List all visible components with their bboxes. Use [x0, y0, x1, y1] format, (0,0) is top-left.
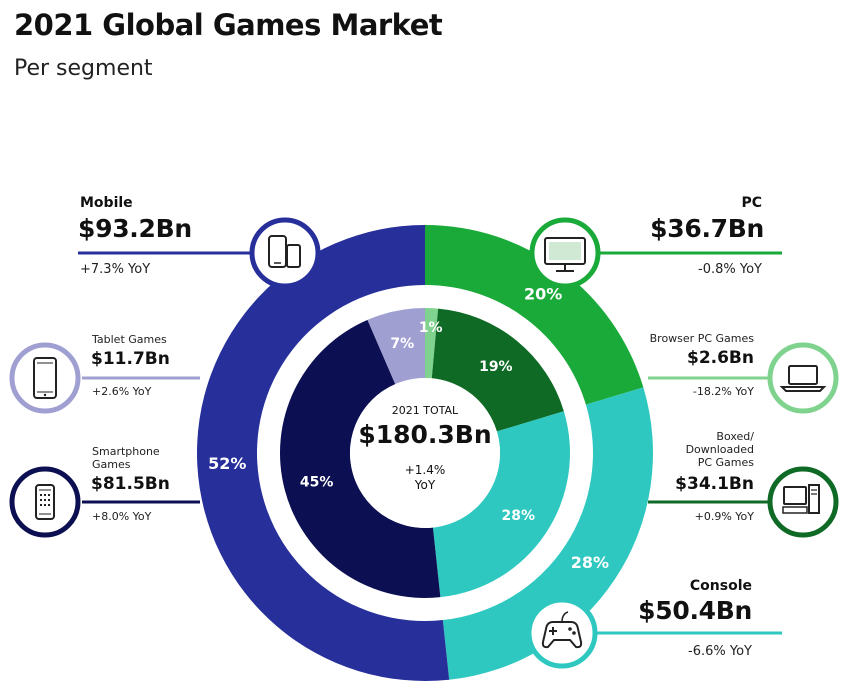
boxed-name-line1: Boxed/: [716, 430, 754, 443]
pc-name: PC: [741, 195, 762, 211]
console-yoy: -6.6% YoY: [688, 644, 752, 659]
console-value: $50.4Bn: [638, 596, 752, 625]
outer-slice-pc: [425, 225, 644, 405]
total-yoy-suffix: YoY: [414, 478, 436, 492]
smartphone-name-line1: Smartphone: [92, 445, 160, 458]
total-yoy: +1.4%: [404, 463, 446, 477]
laptop-icon: [767, 342, 839, 414]
chart-subtitle: Per segment: [14, 56, 153, 81]
inner-slice-smartphone-games: [280, 319, 441, 598]
inner-slice-tablet-games: [367, 308, 425, 385]
center-hole: [350, 378, 500, 528]
devices-icon: [249, 217, 321, 289]
browser-yoy: -18.2% YoY: [692, 385, 754, 398]
boxed-name-line3: PC Games: [697, 456, 754, 469]
percent-labels: 20% 28% 52% 1% 19% 28% 45% 7%: [208, 285, 609, 572]
outer-slice-console: [442, 387, 653, 680]
inner-slice-browser-pc-games: [425, 308, 439, 379]
chart-title: 2021 Global Games Market: [14, 8, 443, 42]
mobile-name: Mobile: [80, 195, 133, 211]
tablet-value: $11.7Bn: [91, 349, 170, 369]
inner-pct-tablet-games: 7%: [390, 336, 414, 352]
mobile-value: $93.2Bn: [78, 214, 192, 243]
smartphone-value: $81.5Bn: [91, 474, 170, 494]
outer-slice-mobile: [196, 225, 450, 681]
total-value: $180.3Bn: [358, 420, 492, 449]
desktop-computer-icon: [767, 466, 839, 538]
tablet-name: Tablet Games: [92, 333, 167, 346]
inner-pct-boxed-downloaded-pc-games: 19%: [479, 359, 513, 375]
pc-yoy: -0.8% YoY: [698, 262, 762, 277]
boxed-value: $34.1Bn: [675, 474, 754, 494]
gamepad-icon: [526, 597, 598, 669]
boxed-name-line2: Downloaded: [685, 443, 754, 456]
inner-pct-smartphone-games: 45%: [300, 474, 334, 490]
smartphone-yoy: +8.0% YoY: [92, 510, 152, 523]
total-label: 2021 TOTAL: [391, 404, 459, 417]
monitor-icon: [529, 217, 601, 289]
inner-pct-browser-pc-games: 1%: [419, 320, 443, 336]
tablet-yoy: +2.6% YoY: [92, 385, 152, 398]
smartphone-icon: [9, 466, 81, 538]
inner-slice-console: [432, 411, 570, 598]
pc-value: $36.7Bn: [650, 214, 764, 243]
smartphone-name-line2: Games: [92, 458, 131, 471]
browser-value: $2.6Bn: [686, 348, 754, 368]
outer-pct-pc: 20%: [524, 285, 562, 304]
boxed-yoy: +0.9% YoY: [694, 510, 754, 523]
inner-ring: [280, 308, 570, 598]
inner-slice-boxed-downloaded-pc-games: [431, 308, 564, 432]
inner-pct-console: 28%: [502, 508, 536, 524]
mobile-yoy: +7.3% YoY: [80, 262, 151, 277]
tablet-icon: [9, 342, 81, 414]
outer-pct-console: 28%: [571, 553, 609, 572]
outer-ring: [196, 225, 653, 681]
outer-pct-mobile: 52%: [208, 454, 246, 473]
browser-name: Browser PC Games: [649, 332, 754, 345]
console-name: Console: [689, 578, 752, 594]
